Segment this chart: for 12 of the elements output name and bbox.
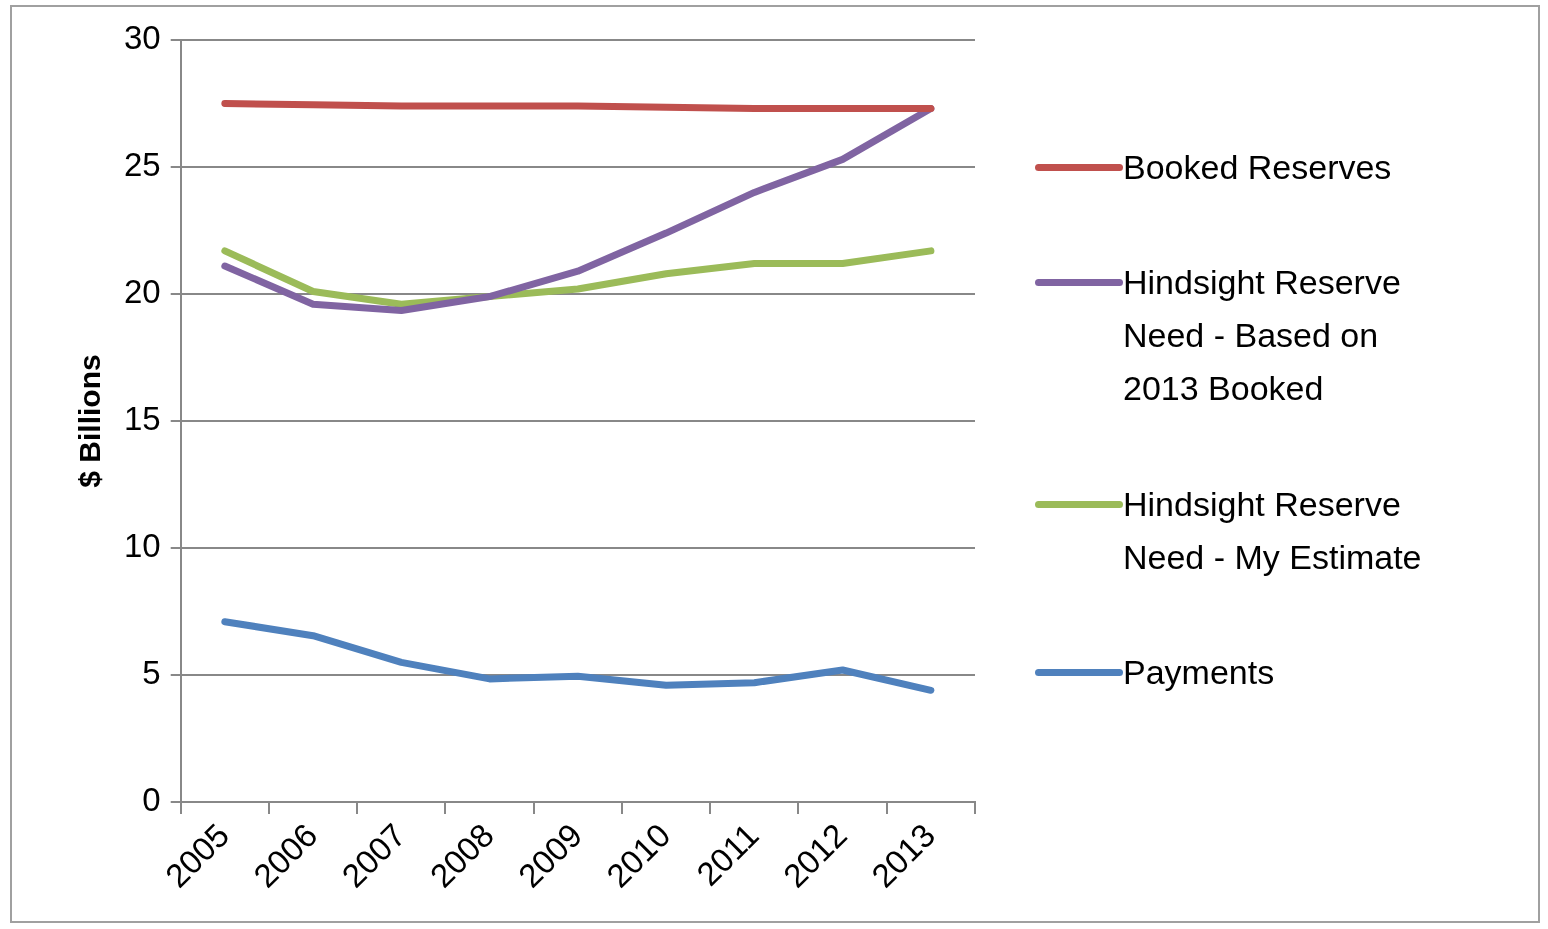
legend-label: Hindsight Reserve Need - Based on 2013 Booked bbox=[1123, 262, 1402, 410]
legend-label: Payments bbox=[1123, 651, 1275, 693]
y-tick-label: 15 bbox=[123, 400, 161, 438]
y-axis-title: $ Billions bbox=[73, 354, 107, 488]
y-tick-label: 20 bbox=[123, 273, 161, 311]
y-tick-label: 5 bbox=[142, 654, 161, 692]
legend-label: Hindsight Reserve Need - My Estimate bbox=[1123, 483, 1423, 578]
legend-label: Booked Reserves bbox=[1123, 147, 1392, 189]
y-tick-label: 0 bbox=[142, 781, 161, 819]
y-tick-label: 25 bbox=[123, 146, 161, 184]
y-tick-label: 30 bbox=[123, 19, 161, 57]
y-tick-label: 10 bbox=[123, 527, 161, 565]
